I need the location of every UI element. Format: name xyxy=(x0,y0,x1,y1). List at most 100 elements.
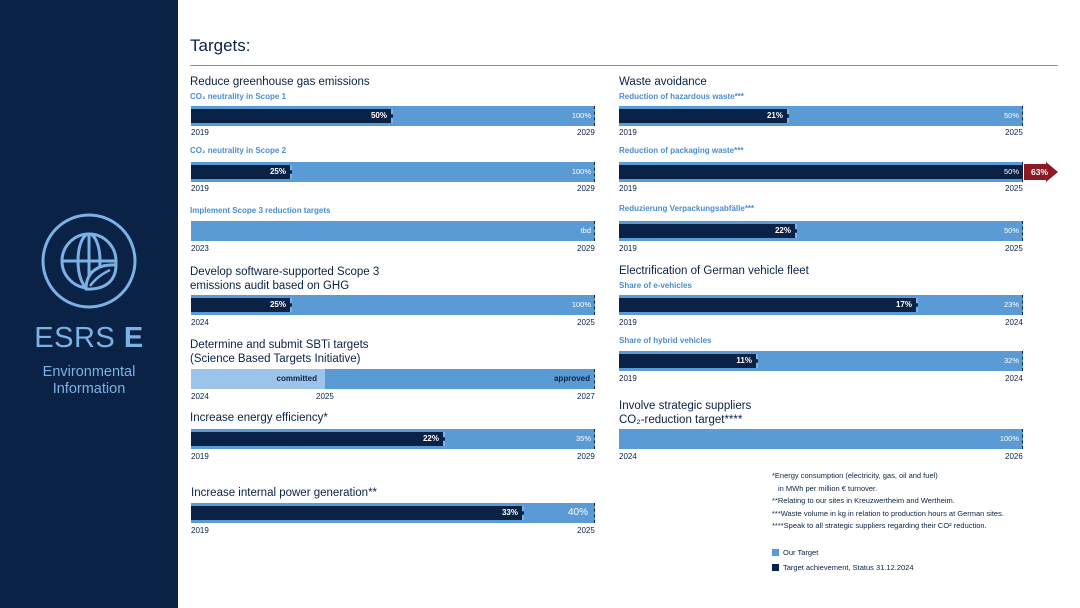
achievement-bar: 25% xyxy=(191,298,292,312)
target-bar: 50% xyxy=(619,162,1023,182)
start-year-label: 2019 xyxy=(191,452,209,461)
bar-subtitle: CO₂ neutrality in Scope 2 xyxy=(190,146,287,155)
achievement-bar: 22% xyxy=(191,432,445,446)
start-year-label: 2019 xyxy=(191,526,209,535)
target-bar: 11% 32% xyxy=(619,351,1023,371)
section-title-suppliers: Involve strategic suppliers CO₂-reductio… xyxy=(619,399,751,427)
footnote: ***Waste volume in kg in relation to pro… xyxy=(772,508,1004,518)
achievement-label: 25% xyxy=(269,167,286,176)
bar-subtitle: Reduction of packaging waste*** xyxy=(619,146,744,155)
start-year-label: 2019 xyxy=(619,128,637,137)
section-title-line: (Science Based Targets Initiative) xyxy=(190,353,361,365)
end-year-label: 2027 xyxy=(577,392,595,401)
start-year-label: 2024 xyxy=(191,392,209,401)
brand-subtitle-line: Information xyxy=(52,381,126,397)
target-label: 35% xyxy=(575,434,591,443)
target-label: tbd xyxy=(580,226,591,235)
achievement-bar: 21% xyxy=(619,109,789,123)
target-bar: tbd xyxy=(191,221,595,241)
bar-subtitle: Reduzierung Verpackungsabfälle*** xyxy=(619,204,755,213)
achievement-label: 11% xyxy=(736,356,752,365)
target-label: 40% xyxy=(567,507,588,518)
section-title-line: emissions audit based on GHG xyxy=(190,280,350,292)
start-year-label: 2019 xyxy=(619,244,637,253)
start-year-label: 2019 xyxy=(191,184,209,193)
globe-leaf-icon xyxy=(41,213,137,309)
section-title-waste: Waste avoidance xyxy=(619,76,707,88)
achievement-bar: 25% xyxy=(191,165,292,179)
target-bar: 33% 40% xyxy=(191,503,595,523)
end-year-label: 2029 xyxy=(577,184,595,193)
start-year-label: 2024 xyxy=(191,318,209,327)
bar-subtitle: Reduction of hazardous waste*** xyxy=(619,92,744,101)
footnotes: *Energy consumption (electricity, gas, o… xyxy=(772,470,1004,533)
achievement-label: 25% xyxy=(269,300,286,309)
section-title-power: Increase internal power generation** xyxy=(191,487,378,499)
brand-subtitle: Environmental Information xyxy=(0,364,178,398)
section-title-sbti: Determine and submit SBTi targets (Scien… xyxy=(190,338,369,366)
legend-swatch xyxy=(772,564,779,571)
end-year-label: 2029 xyxy=(577,128,595,137)
achievement-label: 21% xyxy=(766,111,783,120)
target-bar: 25% 100% xyxy=(191,295,595,315)
section-title-fleet: Electrification of German vehicle fleet xyxy=(619,265,809,277)
brand-subtitle-line: Environmental xyxy=(42,364,136,380)
target-bar: committed approved xyxy=(191,369,595,389)
committed-segment: committed xyxy=(191,369,326,389)
start-year-label: 2019 xyxy=(619,374,637,383)
legend-swatch xyxy=(772,549,779,556)
target-label: 50% xyxy=(1003,226,1019,235)
brand-title: ESRS E xyxy=(34,322,144,354)
achievement-label: 33% xyxy=(501,508,518,517)
start-year-label: 2023 xyxy=(191,244,209,253)
end-year-label: 2025 xyxy=(1005,184,1023,193)
target-label: 100% xyxy=(571,300,591,309)
target-label: 50% xyxy=(1003,167,1019,176)
divider xyxy=(190,65,1058,66)
end-year-label: 2025 xyxy=(1005,244,1023,253)
footnote: in MWh per million € turnover. xyxy=(778,483,878,493)
end-year-label: 2025 xyxy=(577,318,595,327)
achievement-label: 17% xyxy=(895,300,912,309)
target-label: 32% xyxy=(1003,356,1019,365)
bar-subtitle: Share of e-vehicles xyxy=(619,281,692,290)
target-bar: 25% 100% xyxy=(191,162,595,182)
start-year-label: 2019 xyxy=(619,184,637,193)
legend-label: Our Target xyxy=(783,548,819,557)
mid-year-label: 2025 xyxy=(316,392,334,401)
target-bar: 100% xyxy=(619,429,1023,449)
bar-subtitle: Share of hybrid vehicles xyxy=(619,336,712,345)
section-title-line: CO₂-reduction target**** xyxy=(619,414,743,426)
section-title-scope3-audit: Develop software-supported Scope 3 emiss… xyxy=(190,265,379,293)
legend-target: Our Target xyxy=(772,548,818,557)
start-year-label: 2019 xyxy=(191,128,209,137)
achievement-bar: 11% xyxy=(619,354,758,368)
achievement-bar: 17% xyxy=(619,298,918,312)
bar-subtitle: CO₂ neutrality in Scope 1 xyxy=(190,92,287,101)
section-title-line: Develop software-supported Scope 3 xyxy=(190,266,380,278)
legend-achievement: Target achievement, Status 31.12.2024 xyxy=(772,563,914,572)
achievement-label: 22% xyxy=(774,226,791,235)
section-title-ghg: Reduce greenhouse gas emissions xyxy=(190,76,370,88)
start-year-label: 2019 xyxy=(619,318,637,327)
approved-label: approved xyxy=(553,374,590,383)
bar-subtitle: Implement Scope 3 reduction targets xyxy=(190,206,331,215)
achievement-bar: 50% xyxy=(191,109,393,123)
achievement-bar xyxy=(619,165,1023,179)
target-bar: 22% 50% xyxy=(619,221,1023,241)
target-label: 100% xyxy=(571,111,591,120)
end-year-label: 2024 xyxy=(1005,318,1023,327)
achievement-label: 22% xyxy=(422,434,439,443)
end-year-label: 2025 xyxy=(1005,128,1023,137)
target-label: 50% xyxy=(1003,111,1019,120)
section-title-line: Involve strategic suppliers xyxy=(619,400,752,412)
target-label: 100% xyxy=(571,167,591,176)
committed-label: committed xyxy=(276,374,317,383)
section-title-energy: Increase energy efficiency* xyxy=(190,412,328,424)
achievement-label: 50% xyxy=(370,111,387,120)
target-bar: 50% 100% xyxy=(191,106,595,126)
page-title: Targets: xyxy=(190,36,251,55)
achievement-bar: 22% xyxy=(619,224,797,238)
end-year-label: 2024 xyxy=(1005,374,1023,383)
section-title-line: Determine and submit SBTi targets xyxy=(190,339,369,351)
